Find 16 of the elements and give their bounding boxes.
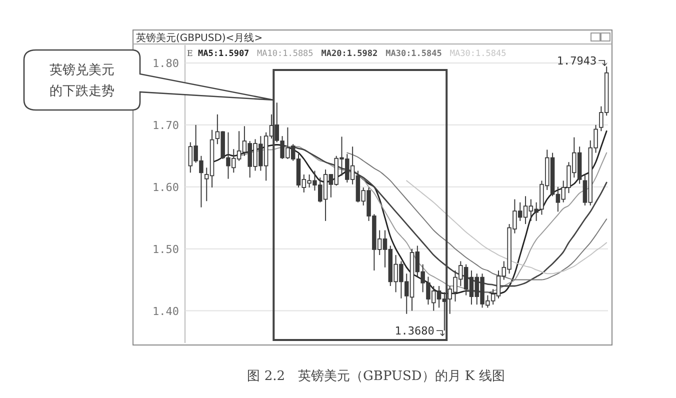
y-tick-label: 1.50 bbox=[152, 242, 179, 256]
y-tick-label: 1.40 bbox=[152, 304, 179, 318]
annotation: 1.3680 bbox=[394, 324, 434, 338]
y-tick-label: 1.80 bbox=[152, 56, 179, 70]
y-tick-label: 1.70 bbox=[152, 118, 179, 132]
annotation: E bbox=[187, 49, 193, 58]
text: MA10:1.5885 bbox=[257, 49, 314, 59]
text: MA30:1.5845 bbox=[450, 49, 506, 59]
text: MA20:1.5982 bbox=[321, 49, 378, 59]
text: MA30:1.5845 bbox=[386, 49, 442, 59]
y-tick-label: 1.60 bbox=[152, 180, 179, 194]
text: MA5:1.5907 bbox=[198, 49, 250, 59]
caption: 图 2.2 英镑美元（GBPUSD）的月 K 线图 bbox=[247, 368, 505, 384]
text: 英镑兑美元的下跌走势 bbox=[50, 62, 114, 99]
chart-title: 英镑美元(GBPUSD)<月线> bbox=[136, 32, 263, 44]
annotation: 1.7943 bbox=[556, 54, 597, 68]
